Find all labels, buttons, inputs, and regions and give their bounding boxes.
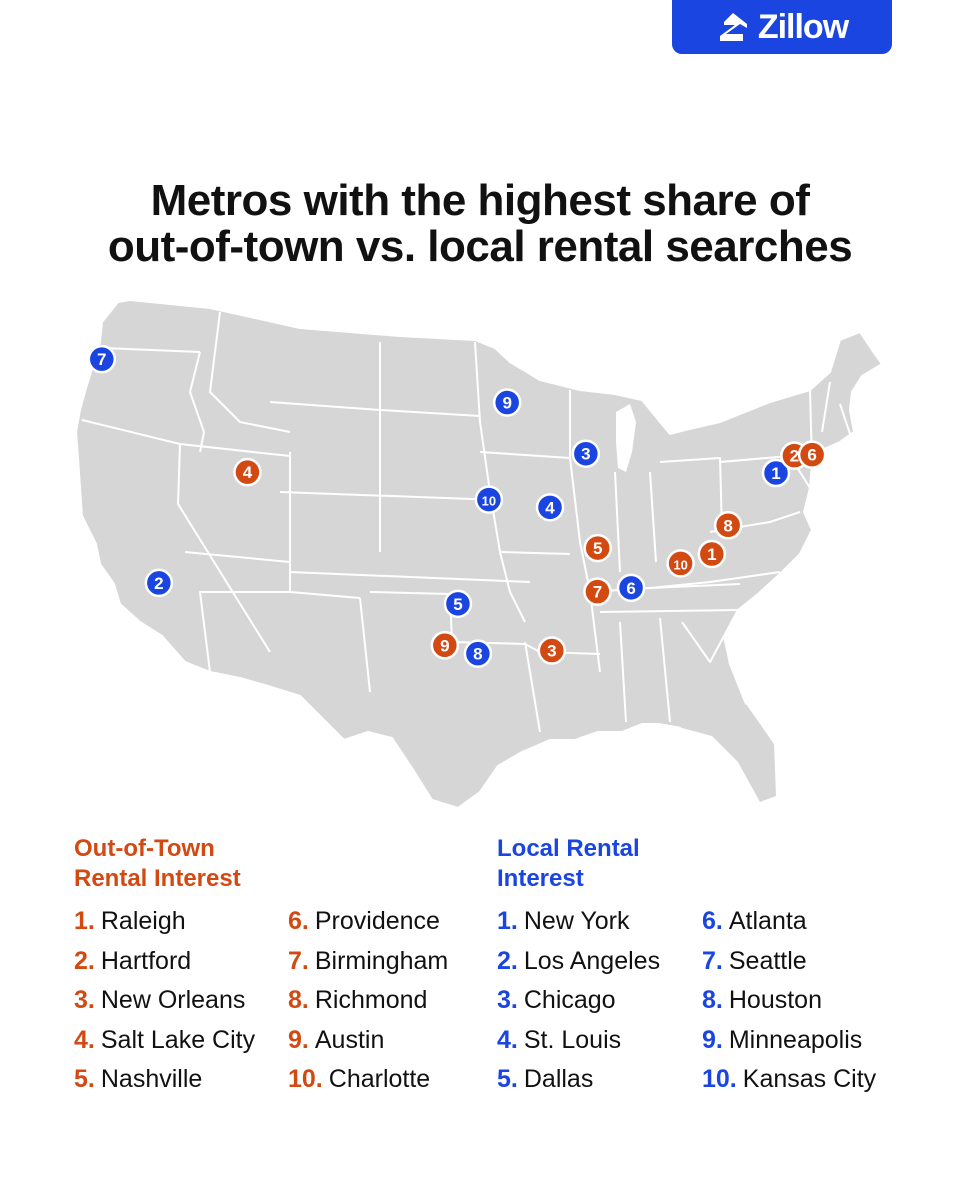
- out-of-town-marker-6: 6: [797, 440, 827, 469]
- marker-circle: [430, 631, 460, 660]
- marker-label: 4: [243, 463, 253, 482]
- list-item: 9. Minneapolis: [702, 1025, 863, 1054]
- out-of-town-marker-8: 8: [713, 511, 743, 540]
- list-item: 4. Salt Lake City: [74, 1025, 256, 1054]
- legend-local-col-1: 1. New York 2. Los Angeles 3. Chicago 4. St.…: [497, 902, 660, 1100]
- marker-label: 5: [453, 595, 462, 614]
- marker-label: 8: [723, 516, 732, 535]
- marker-circle: [583, 533, 612, 563]
- title-line-2: out-of-town vs. local rental searches: [107, 222, 853, 271]
- marker-circle: [666, 549, 695, 578]
- list-item: 7. Seattle: [702, 946, 807, 975]
- marker-label: 3: [547, 642, 556, 661]
- list-item: 2. Hartford: [74, 946, 192, 975]
- marker-circle: [474, 485, 504, 514]
- marker-label: 7: [593, 583, 602, 602]
- marker-circle: [492, 388, 522, 417]
- list-item: 1. Raleigh: [74, 907, 186, 935]
- marker-label: 6: [626, 579, 635, 598]
- marker-circle: [87, 344, 117, 374]
- local-marker-7: 7: [87, 344, 117, 374]
- zillow-house-icon: [719, 13, 747, 41]
- list-item: 4. St. Louis: [497, 1025, 622, 1054]
- list-item: 7. Birmingham: [288, 946, 449, 975]
- us-land: [75, 299, 883, 809]
- legend-out-of-town-heading: Out-of-Town Rental Interest: [74, 835, 241, 892]
- local-marker-10: 10: [474, 485, 504, 514]
- local-marker-3: 3: [571, 439, 601, 468]
- legend-out-of-town-col-2: 6. Providence 7. Birmingham 8. Richmond 9. A…: [288, 902, 448, 1100]
- marker-label: 7: [97, 350, 106, 369]
- marker-circle: [583, 577, 612, 606]
- marker-circle: [713, 511, 743, 540]
- out-of-town-marker-9: 9: [430, 631, 460, 660]
- title-line-1: Metros with the highest share of: [150, 176, 810, 225]
- marker-label: 8: [473, 645, 482, 664]
- local-marker-9: 9: [492, 388, 522, 417]
- legend-local-heading: Local Rental Interest: [497, 835, 640, 892]
- marker-circle: [463, 639, 493, 668]
- marker-circle: [144, 568, 174, 598]
- marker-label: 9: [502, 394, 511, 413]
- out-of-town-marker-10: 10: [666, 549, 695, 578]
- out-of-town-marker-7: 7: [583, 577, 612, 606]
- list-item: 9. Austin: [288, 1025, 385, 1054]
- marker-circle: [797, 440, 827, 469]
- marker-circle: [697, 539, 727, 569]
- local-marker-4: 4: [535, 493, 565, 522]
- list-item: 1. New York: [497, 907, 630, 935]
- list-item: 6. Providence: [288, 907, 440, 935]
- marker-label: 3: [581, 445, 590, 464]
- local-marker-2: 2: [144, 568, 174, 598]
- marker-label: 1: [771, 464, 780, 483]
- legend-out-of-town: Out-of-Town Rental Interest 1. Raleigh 2.…: [74, 834, 448, 1093]
- marker-label: 6: [807, 446, 816, 465]
- legend-local: Local Rental Interest 1. New York 2. Los A…: [497, 834, 876, 1093]
- list-item: 2. Los Angeles: [497, 946, 661, 975]
- marker-label: 9: [440, 636, 449, 655]
- legend-local-col-2: 6. Atlanta 7. Seattle 8. Houston 9. Minneapo…: [702, 902, 876, 1100]
- marker-circle: [443, 589, 473, 619]
- list-item: 3. Chicago: [497, 986, 616, 1014]
- local-marker-5: 5: [443, 589, 473, 619]
- local-marker-8: 8: [463, 639, 493, 668]
- marker-circle: [233, 457, 262, 487]
- florida: [670, 704, 776, 802]
- out-of-town-marker-4: 4: [233, 457, 262, 487]
- out-of-town-marker-5: 5: [583, 533, 612, 563]
- marker-label: 10: [673, 557, 687, 572]
- local-marker-1: 1: [761, 458, 791, 488]
- marker-circle: [537, 636, 567, 665]
- marker-label: 5: [593, 539, 602, 558]
- marker-label: 4: [545, 498, 555, 517]
- marker-label: 2: [790, 447, 799, 466]
- local-marker-6: 6: [616, 573, 646, 603]
- state-borders: [81, 311, 851, 733]
- list-item: 5. Nashville: [74, 1065, 203, 1093]
- page-title: Metros with the highest share of out-of-…: [0, 178, 960, 270]
- marker-label: 1: [707, 545, 716, 564]
- list-item: 10. Kansas City: [702, 1065, 877, 1093]
- marker-label: 2: [154, 574, 163, 593]
- out-of-town-marker-3: 3: [537, 636, 567, 665]
- brand-name: Zillow: [757, 7, 849, 46]
- list-item: 3. New Orleans: [74, 986, 246, 1014]
- local-markers: 1 2 3 4 5 6 7 8 9 10: [87, 344, 791, 668]
- legend-out-of-town-col-1: 1. Raleigh 2. Hartford 3. New Orleans 4. Sal…: [74, 902, 255, 1100]
- zillow-logo: Zillow: [672, 0, 892, 54]
- list-item: 8. Houston: [702, 986, 822, 1014]
- out-of-town-marker-1: 1: [697, 539, 727, 569]
- marker-circle: [616, 573, 646, 603]
- marker-label: 10: [482, 494, 496, 509]
- marker-circle: [535, 493, 565, 522]
- marker-circle: [571, 439, 601, 468]
- list-item: 8. Richmond: [288, 986, 428, 1014]
- lake-michigan: [616, 404, 636, 472]
- list-item: 5. Dallas: [497, 1065, 594, 1093]
- list-item: 10. Charlotte: [288, 1065, 431, 1093]
- marker-circle: [761, 458, 791, 488]
- list-item: 6. Atlanta: [702, 907, 807, 935]
